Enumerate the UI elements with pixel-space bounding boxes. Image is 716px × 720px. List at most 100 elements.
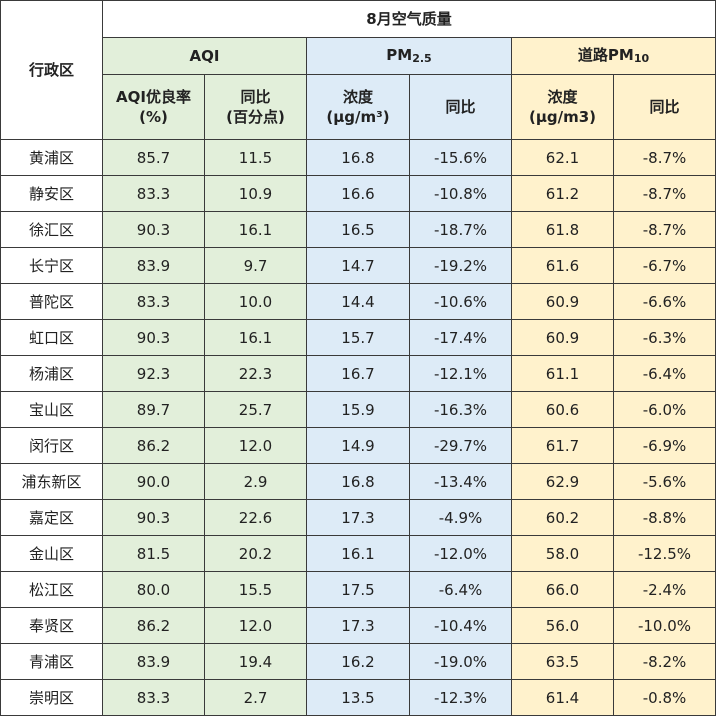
aqi-rate-cell: 80.0 [102,571,205,608]
road-pm10-yoy-cell: -6.6% [612,283,716,320]
pm25-concentration-cell: 17.3 [306,607,410,644]
road-pm10-yoy-cell: -8.2% [612,643,716,680]
table-row: 虹口区 90.3 16.1 15.7 -17.4% 60.9 -6.3% [0,319,716,356]
pm25-concentration-cell: 14.4 [306,283,410,320]
aqi-yoy-cell: 11.5 [204,139,307,176]
road-pm10-concentration-cell: 60.2 [511,499,614,536]
pm25-yoy-cell: -12.1% [409,355,512,392]
pm25-concentration-cell: 16.5 [306,211,410,248]
table-row: 金山区 81.5 20.2 16.1 -12.0% 58.0 -12.5% [0,535,716,572]
road-pm10-concentration-cell: 62.1 [511,139,614,176]
aqi-rate-cell: 90.0 [102,463,205,500]
road-pm10-concentration-cell: 61.2 [511,175,614,212]
table-row: 黄浦区 85.7 11.5 16.8 -15.6% 62.1 -8.7% [0,139,716,176]
road-pm10-yoy-cell: -10.0% [612,607,716,644]
road-pm10-concentration-cell: 61.4 [511,679,614,716]
aqi-yoy-cell: 20.2 [204,535,307,572]
district-cell: 金山区 [0,535,103,572]
table-row: 闵行区 86.2 12.0 14.9 -29.7% 61.7 -6.9% [0,427,716,464]
pm25-concentration-cell: 16.2 [306,643,410,680]
row-header-district: 行政区 [0,0,103,140]
district-cell: 杨浦区 [0,355,103,392]
road-pm10-concentration-cell: 58.0 [511,535,614,572]
road-pm10-yoy-cell: -5.6% [612,463,716,500]
pm25-yoy-cell: -6.4% [409,571,512,608]
road-pm10-concentration-cell: 61.6 [511,247,614,284]
pm25-yoy-cell: -12.3% [409,679,512,716]
title-row: 行政区 8月空气质量 [0,0,716,140]
table-title: 8月空气质量 [101,0,716,38]
road-pm10-yoy-cell: -12.5% [612,535,716,572]
road-pm10-yoy-cell: -8.7% [612,139,716,176]
pm25-concentration-cell: 16.8 [306,463,410,500]
pm25-concentration-cell: 16.6 [306,175,410,212]
subheader-pm25-yoy: 同比 [409,74,512,140]
road-pm10-concentration-cell: 56.0 [511,607,614,644]
pm25-yoy-cell: -4.9% [409,499,512,536]
subheader-road-concentration: 浓度 (μg/m3) [511,74,614,140]
subheader-pm25-conc-line1: 浓度 [342,88,373,106]
pm25-yoy-cell: -10.8% [409,175,512,212]
pm25-concentration-cell: 17.5 [306,571,410,608]
aqi-yoy-cell: 15.5 [204,571,307,608]
subheader-aqi-yoy: 同比 (百分点) [204,74,307,140]
pm25-concentration-cell: 13.5 [306,679,410,716]
district-cell: 松江区 [0,571,103,608]
road-pm10-yoy-cell: -6.0% [612,391,716,428]
pm25-yoy-cell: -16.3% [409,391,512,428]
road-pm10-subscript: 10 [633,52,650,65]
aqi-yoy-cell: 12.0 [204,607,307,644]
subheader-road-conc-line1: 浓度 [547,88,578,106]
group-header-road-pm10: 道路PM10 [510,37,716,75]
pm25-concentration-cell: 16.8 [306,139,410,176]
district-cell: 嘉定区 [0,499,103,536]
table-row: 奉贤区 86.2 12.0 17.3 -10.4% 56.0 -10.0% [0,607,716,644]
pm25-yoy-cell: -10.6% [409,283,512,320]
road-pm10-concentration-cell: 63.5 [511,643,614,680]
aqi-rate-cell: 86.2 [102,427,205,464]
road-pm10-yoy-cell: -8.7% [612,211,716,248]
subheader-aqi-rate: AQI优良率 (%) [102,74,205,140]
aqi-rate-cell: 83.3 [102,679,205,716]
table-row: 青浦区 83.9 19.4 16.2 -19.0% 63.5 -8.2% [0,643,716,680]
aqi-yoy-cell: 25.7 [204,391,307,428]
aqi-rate-cell: 83.3 [102,175,205,212]
road-pm10-yoy-cell: -6.4% [612,355,716,392]
subheader-road-conc-line2: (μg/m3) [528,108,597,126]
district-cell: 黄浦区 [0,139,103,176]
pm25-subscript: 2.5 [412,52,432,65]
district-cell: 崇明区 [0,679,103,716]
aqi-yoy-cell: 9.7 [204,247,307,284]
pm25-concentration-cell: 15.9 [306,391,410,428]
table-row: 松江区 80.0 15.5 17.5 -6.4% 66.0 -2.4% [0,571,716,608]
pm25-main-text: PM [386,46,413,64]
table-row: 崇明区 83.3 2.7 13.5 -12.3% 61.4 -0.8% [0,679,716,716]
road-pm10-yoy-cell: -2.4% [612,571,716,608]
subheader-aqi-yoy-line2: (百分点) [226,108,285,126]
pm25-yoy-cell: -29.7% [409,427,512,464]
road-pm10-concentration-cell: 66.0 [511,571,614,608]
aqi-rate-cell: 92.3 [102,355,205,392]
road-pm10-concentration-cell: 62.9 [511,463,614,500]
aqi-yoy-cell: 16.1 [204,319,307,356]
road-pm10-concentration-cell: 60.9 [511,319,614,356]
subheader-aqi-yoy-line1: 同比 [240,88,271,106]
table-row: 普陀区 83.3 10.0 14.4 -10.6% 60.9 -6.6% [0,283,716,320]
pm25-concentration-cell: 14.7 [306,247,410,284]
road-pm10-yoy-cell: -0.8% [612,679,716,716]
aqi-rate-cell: 83.9 [102,247,205,284]
table-row: 徐汇区 90.3 16.1 16.5 -18.7% 61.8 -8.7% [0,211,716,248]
table-row: 嘉定区 90.3 22.6 17.3 -4.9% 60.2 -8.8% [0,499,716,536]
district-cell: 虹口区 [0,319,103,356]
group-header-row: AQI PM2.5 道路PM10 [1,37,716,75]
aqi-yoy-cell: 22.6 [204,499,307,536]
subheader-aqi-rate-line2: (%) [139,108,168,126]
district-cell: 闵行区 [0,427,103,464]
district-cell: 浦东新区 [0,463,103,500]
group-header-aqi: AQI [102,37,307,75]
district-cell: 徐汇区 [0,211,103,248]
aqi-rate-cell: 89.7 [102,391,205,428]
district-cell: 奉贤区 [0,607,103,644]
road-pm10-yoy-cell: -8.8% [612,499,716,536]
